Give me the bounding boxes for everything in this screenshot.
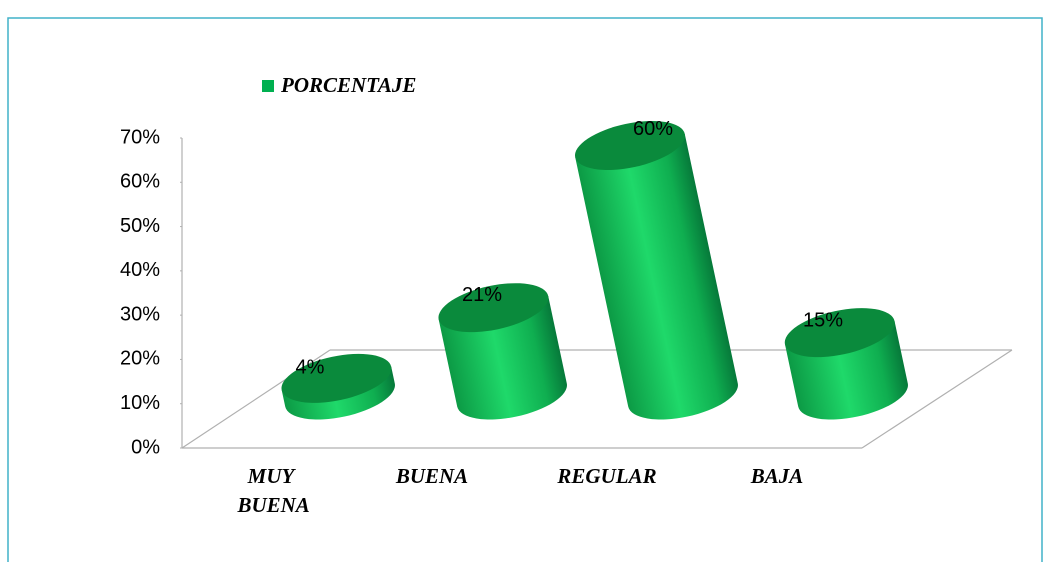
bar-top [574,121,685,170]
cylinder [574,121,738,420]
frame [7,17,1043,562]
value-label: 15% [803,310,843,332]
x-tick-label: BUENA [395,464,468,488]
cylinder [438,283,567,420]
bar-top [438,283,549,333]
bar-top [784,308,895,358]
y-tick-label: 30% [120,303,160,325]
x-tick-label: REGULAR [556,464,656,488]
legend-label: PORCENTAJE [280,73,416,97]
y-tick-label: 50% [120,215,160,237]
cylinder [784,308,908,420]
y-tick-label: 10% [120,392,160,414]
x-tick-label: MUY BUENA [232,464,310,517]
cylinder [281,353,395,420]
value-label: 21% [462,284,502,306]
x-tick-label: BAJA [750,464,804,488]
bar [575,133,738,420]
y-tick-label: 20% [120,348,160,370]
y-tick-label: 0% [131,436,160,458]
value-label: 60% [633,118,673,140]
y-tick-label: 60% [120,171,160,193]
bar-top [281,353,392,403]
legend-swatch [262,80,274,92]
y-tick-label: 40% [120,259,160,281]
y-tick-label: 70% [120,126,160,148]
value-label: 4% [296,356,325,378]
